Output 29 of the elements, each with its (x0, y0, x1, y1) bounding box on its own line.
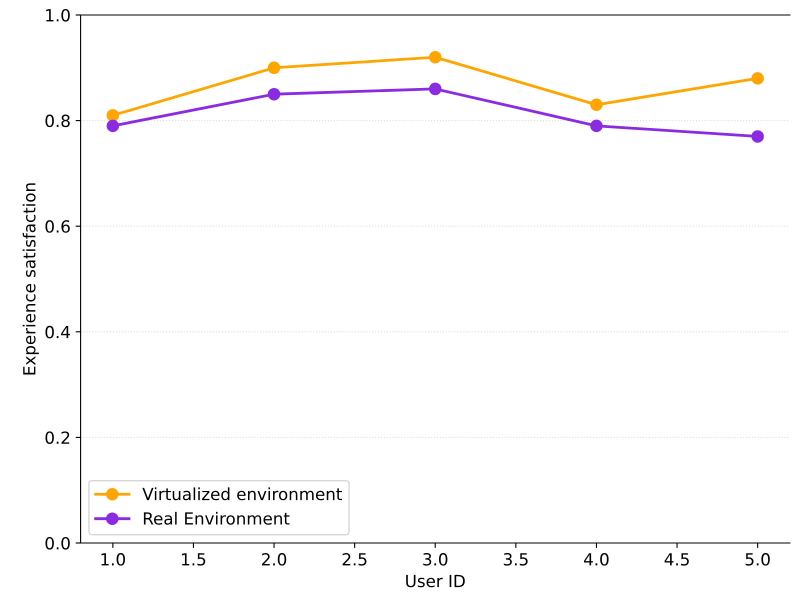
legend-label: Real Environment (144, 512, 290, 525)
x-tick-label: 2.5 (342, 553, 366, 566)
x-tick-label: 4.5 (664, 553, 689, 566)
point (590, 98, 603, 112)
point (590, 120, 603, 132)
y-tick-label: 0.4 (45, 326, 70, 338)
x-axis-title: User ID (406, 574, 465, 588)
point (751, 72, 764, 85)
y-tick-label: 1.0 (46, 8, 70, 22)
point (268, 88, 280, 100)
point (428, 82, 442, 96)
point (751, 130, 764, 143)
x-tick-label: 2.0 (262, 553, 286, 566)
x-tick-label: 1.0 (101, 553, 125, 566)
point (106, 109, 120, 122)
x-tick-label: 5.0 (746, 553, 770, 566)
x-tick-label: 1.5 (182, 553, 206, 566)
y-tick-label: 0.8 (45, 114, 70, 128)
y-axis-title: Experience satisfaction (22, 183, 39, 374)
y-tick-label: 0.0 (45, 536, 70, 550)
x-tick-label: 3.5 (504, 553, 528, 566)
x-tick-label: 4.0 (584, 553, 609, 566)
y-tick-label: 0.2 (45, 431, 70, 444)
point (106, 120, 120, 132)
y-tick-label: 0.6 (45, 220, 70, 233)
point (428, 50, 442, 64)
point (268, 62, 280, 74)
x-tick-label: 3.0 (423, 553, 448, 566)
legend-label: Virtualized environment (142, 487, 342, 500)
